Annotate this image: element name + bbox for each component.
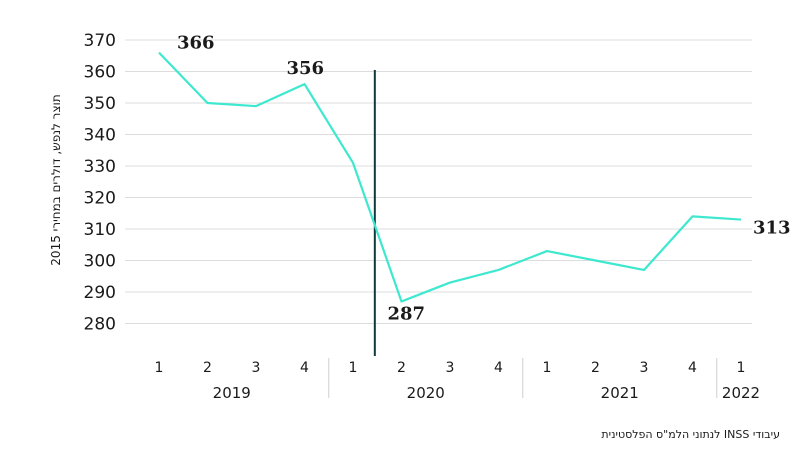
y-axis-ticks: 280 290 300 310 320 330 340 350 360 370: [84, 31, 116, 335]
y-tick-label: 370: [84, 31, 116, 51]
y-tick-label: 360: [84, 63, 116, 83]
x-axis: 1 2 3 4 1 2 3 4 1 2 3 4 1 2019 2020 2021 2022: [155, 358, 760, 402]
y-tick-label: 340: [84, 126, 116, 146]
year-label: 2020: [407, 384, 445, 402]
x-tick-label: 2: [397, 360, 406, 376]
series-polyline: [158, 51, 742, 303]
data-label: 356: [287, 58, 325, 79]
x-tick-label: 2: [203, 360, 212, 376]
x-tick-label: 3: [640, 360, 649, 376]
data-label: 366: [177, 33, 215, 54]
data-label: 313: [753, 218, 791, 239]
x-tick-label: 3: [252, 360, 261, 376]
x-tick-label: 4: [494, 360, 503, 376]
y-tick-label: 330: [84, 157, 116, 177]
year-label: 2022: [722, 384, 760, 402]
x-tick-label: 1: [155, 360, 164, 376]
y-tick-label: 350: [84, 94, 116, 114]
data-label: 287: [388, 303, 426, 324]
y-tick-label: 280: [84, 315, 116, 335]
x-tick-label: 1: [349, 360, 358, 376]
y-tick-label: 300: [84, 252, 116, 272]
x-tick-label: 1: [543, 360, 552, 376]
y-tick-label: 320: [84, 189, 116, 209]
x-tick-label: 3: [446, 360, 455, 376]
series-line: [158, 51, 742, 303]
y-axis-label: תוצר לנפש, דולרים במחירי 2015: [49, 94, 63, 265]
y-tick-label: 310: [84, 220, 116, 240]
year-label: 2021: [601, 384, 639, 402]
x-tick-label: 2: [591, 360, 600, 376]
year-label: 2019: [213, 384, 251, 402]
data-labels: 366 356 287 313: [177, 33, 791, 325]
source-note: עיבודי INSS לנתוני הלמ"ס הפלסטינית: [601, 428, 780, 441]
y-tick-label: 290: [84, 283, 116, 303]
x-tick-label: 4: [688, 360, 697, 376]
x-tick-label: 1: [737, 360, 746, 376]
x-tick-label: 4: [300, 360, 309, 376]
gridlines: [125, 39, 752, 324]
